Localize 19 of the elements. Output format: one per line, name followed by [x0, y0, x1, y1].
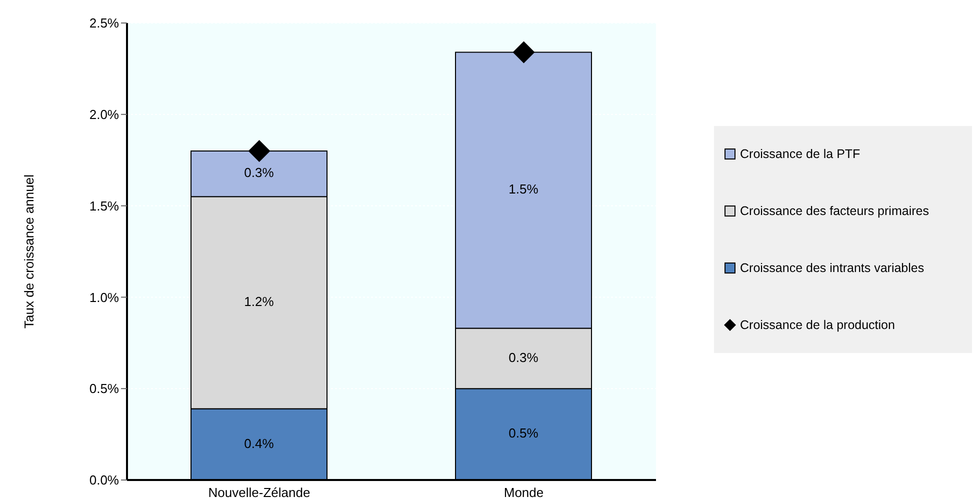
data-label: 1.2% — [244, 294, 274, 310]
y-tick-label: 0.5% — [89, 381, 120, 396]
x-tick-label: Monde — [504, 485, 544, 500]
y-tick-label: 0.0% — [89, 472, 120, 488]
y-tick-label: 2.0% — [89, 107, 120, 122]
y-tick-label: 2.5% — [89, 16, 120, 31]
data-label: 0.3% — [508, 350, 539, 365]
data-label: 1.5% — [508, 182, 539, 197]
legend-label: Croissance de la production — [740, 318, 895, 332]
y-tick-label: 1.5% — [89, 198, 120, 214]
data-label: 0.4% — [244, 436, 274, 451]
x-tick-label: Nouvelle-Zélande — [208, 485, 310, 500]
legend-label: Croissance des intrants variables — [740, 261, 924, 275]
data-label: 0.3% — [244, 165, 274, 180]
legend-label: Croissance de la PTF — [740, 147, 860, 161]
y-axis-title: Taux de croissance annuel — [22, 174, 37, 328]
legend-label: Croissance des facteurs primaires — [740, 204, 929, 218]
data-label: 0.5% — [508, 426, 539, 441]
y-tick-label: 1.0% — [89, 290, 120, 305]
